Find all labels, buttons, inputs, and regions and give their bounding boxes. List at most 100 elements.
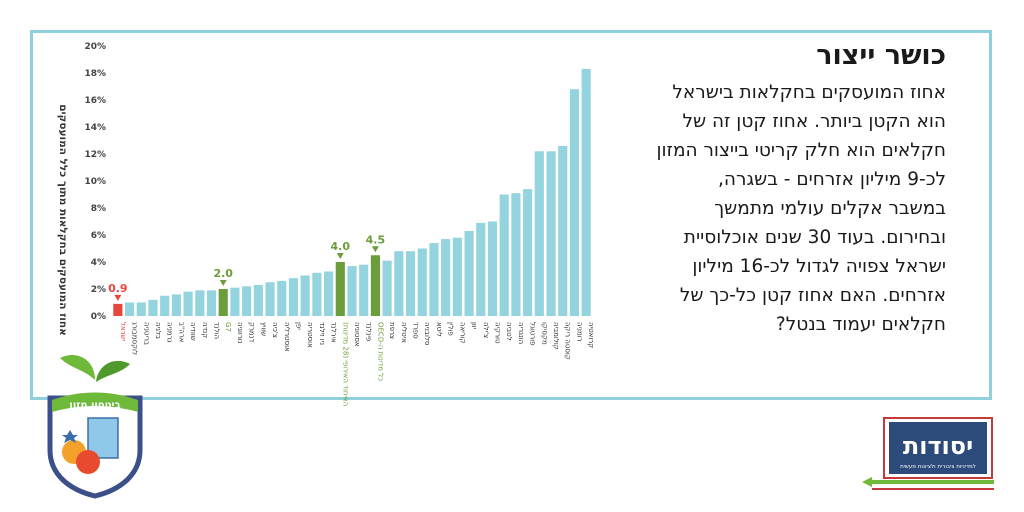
y-tick-label: 0% [91,312,106,322]
x-tick-label: אוסטרליה [283,322,291,352]
bar [242,286,252,316]
data-marker [336,253,344,259]
data-marker [114,294,122,301]
x-tick-label: פינלנד [365,322,373,341]
bar [382,260,392,316]
y-tick-label: 12% [84,150,106,160]
x-tick-label: שוויץ [259,322,267,336]
y-tick-label: 8% [91,204,106,214]
bar [429,243,439,316]
x-tick-label: איטליה [400,322,408,343]
shield-text: ביטחון מזון [69,400,120,411]
bar [546,151,556,316]
data-label: 4.0 [331,240,351,253]
x-tick-label: אירלנד [330,322,338,343]
y-tick-label: 4% [91,258,106,268]
x-tick-label: צ'כיה [271,322,279,338]
bar [277,280,287,316]
bar [136,302,146,316]
data-label: 0.9 [108,282,128,295]
x-tick-label: אוסטריה [306,322,314,348]
x-tick-label: האיחוד האירופי (28 מדינות) [341,322,349,406]
bar [171,294,181,316]
bar [218,289,228,316]
x-tick-label: שוודיה [189,322,197,341]
bar [288,278,299,316]
bar [464,230,474,316]
x-tick-label: צרפת [388,322,396,339]
bar [347,266,357,316]
x-tick-label: יוון [470,322,478,330]
bar [499,194,509,316]
bar [417,248,427,316]
y-tick-label: 20% [84,42,106,52]
x-tick-label: בלגיה [154,322,162,339]
x-tick-label: רומניה [575,322,583,342]
bar [359,264,369,316]
x-tick-label: ניו זילנד [318,322,326,345]
bars-group: 0.9 2.0 4.0 4.5 [108,68,591,316]
y-tick-label: 6% [91,231,106,241]
bar [452,237,462,316]
x-tick-label: ספרד [412,322,420,339]
bar [569,89,579,316]
x-tick-label: G7 [224,322,232,332]
x-tick-label: קולומביה [552,322,560,350]
yesodot-tagline: למדיניות ציבורית ולציונות מעשית [900,463,976,470]
bar [581,68,591,316]
x-tick-label: קנדה [201,322,209,338]
data-label: 4.5 [366,233,386,246]
yesodot-logo: יסודות למדיניות ציבורית ולציונות מעשית [862,417,994,490]
y-tick-label: 16% [84,96,106,106]
y-axis-label: אחוז המועסקים בחקלאות מתוך כלל המועסקים [57,104,69,336]
x-axis: ישראל לוקסמבורג בריטניה בלגיה גרמניה ארה"ב שוו… [119,322,595,406]
x-tick-label: הולנד [213,322,221,339]
x-tick-label: ליטא [435,322,443,337]
x-tick-label: נורווגיה [236,322,244,344]
x-tick-label: פורטוגל [529,322,537,346]
x-tick-label: ישראל [119,322,127,342]
bar [265,282,275,316]
y-tick-label: 14% [84,123,106,133]
bar [230,287,240,316]
bar [441,239,451,316]
bar [511,193,521,316]
bar [206,290,217,316]
yesodot-name: יסודות [903,432,973,460]
bar [324,271,334,316]
x-tick-label: גרמניה [166,322,174,343]
x-tick-label: לוקסמבורג [131,322,139,355]
page-title: כושר ייצור [816,40,946,71]
bar-chart: 0% 2% 4% 6% 8% 10% 12% 14% 16% 18% 20% 0.9 2.0 4.0 4.… [57,42,595,406]
body-paragraph: אחוז המועסקים בחקלאות בישראל הוא הקטן בי… [656,82,946,335]
bar [253,284,263,316]
x-tick-label: אסטוניה [353,322,361,347]
bar [370,255,380,316]
bar [534,151,544,316]
bar [125,302,135,316]
x-tick-label: הונגריה [517,322,525,344]
bar [405,251,416,316]
x-tick-label: סלובניה [423,322,431,346]
bar [394,251,404,316]
x-tick-label: בריטניה [142,322,150,345]
x-tick-label: OECD-כל מדינות ה [376,322,384,381]
bar [113,303,123,316]
x-tick-label: קוסטה ריקה [564,322,572,360]
data-marker [371,246,379,253]
x-tick-label: יפן [294,322,302,330]
y-tick-label: 18% [84,69,106,79]
y-axis: 0% 2% 4% 6% 8% 10% 12% 14% 16% 18% 20% [84,42,106,322]
bar [523,189,533,316]
data-marker [219,280,227,286]
x-tick-label: ארה"ב [177,322,185,343]
bar [312,272,322,316]
bar [476,222,486,316]
bar [487,221,498,316]
y-tick-label: 10% [84,177,106,187]
bar [195,290,205,316]
food-security-logo: ביטחון מזון [47,354,143,499]
x-tick-label: מקסיקו [540,322,548,345]
x-tick-label: לטביה [505,322,513,341]
bar [558,145,568,316]
